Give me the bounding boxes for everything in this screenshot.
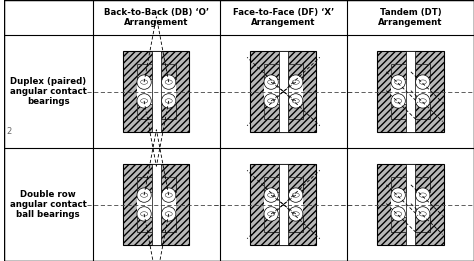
Circle shape [289,188,303,202]
Bar [391,177,406,192]
Bar [137,217,152,232]
Bar [161,177,176,192]
Bar [250,51,317,132]
Bar [137,177,176,232]
Text: Face-to-Face (DF) ‘X’
Arrangement: Face-to-Face (DF) ‘X’ Arrangement [233,8,334,27]
Circle shape [391,207,405,221]
Bar [415,217,430,232]
Bar [264,64,303,119]
Circle shape [137,188,151,202]
Text: 2: 2 [6,127,11,135]
Bar [415,104,430,119]
Bar [137,64,176,119]
Bar [279,164,288,245]
Circle shape [162,188,176,202]
Text: Back-to-Back (DB) ‘O’
Arrangement: Back-to-Back (DB) ‘O’ Arrangement [104,8,209,27]
Circle shape [137,94,151,108]
Circle shape [391,94,405,108]
Bar [288,217,303,232]
Bar [391,217,406,232]
Bar [161,104,176,119]
Bar [391,64,430,119]
Circle shape [391,75,405,89]
Bar [137,104,152,119]
Circle shape [137,75,151,89]
Bar [406,51,415,132]
Circle shape [137,207,151,221]
Bar [123,51,190,132]
Bar [264,177,279,192]
Circle shape [264,94,278,108]
Circle shape [264,207,278,221]
Bar [415,64,430,79]
Circle shape [391,188,405,202]
Bar [264,177,303,232]
Circle shape [264,75,278,89]
Bar [123,164,190,245]
Circle shape [289,94,303,108]
Bar [377,164,444,245]
Bar [264,64,279,79]
Circle shape [264,188,278,202]
Circle shape [416,75,430,89]
Bar [279,51,288,132]
Bar [406,164,415,245]
Bar [391,177,430,232]
Bar [161,64,176,79]
Text: Double row
angular contact
ball bearings: Double row angular contact ball bearings [10,189,87,220]
Bar [152,164,161,245]
Bar [415,177,430,192]
Bar [137,64,152,79]
Bar [391,104,406,119]
Bar [288,104,303,119]
Circle shape [416,188,430,202]
Bar [250,164,317,245]
Bar [288,64,303,79]
Circle shape [289,207,303,221]
Circle shape [162,207,176,221]
Text: Duplex (paired)
angular contact
bearings: Duplex (paired) angular contact bearings [10,76,87,106]
Bar [264,217,279,232]
Circle shape [162,75,176,89]
Circle shape [162,94,176,108]
Circle shape [289,75,303,89]
Bar [152,51,161,132]
Text: Tandem (DT)
Arrangement: Tandem (DT) Arrangement [378,8,443,27]
Bar [137,177,152,192]
Bar [264,104,279,119]
Circle shape [416,207,430,221]
Bar [377,51,444,132]
Circle shape [416,94,430,108]
Bar [161,217,176,232]
Bar [391,64,406,79]
Bar [288,177,303,192]
